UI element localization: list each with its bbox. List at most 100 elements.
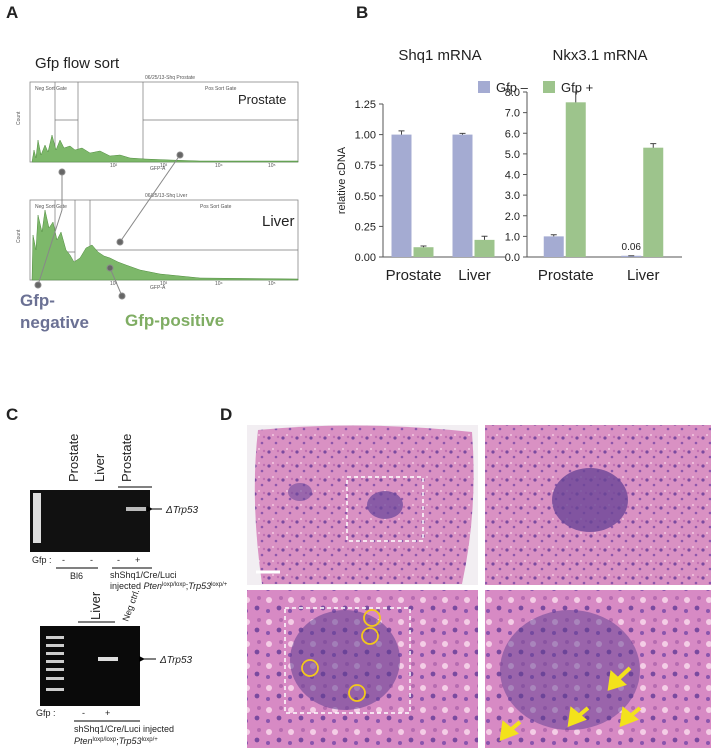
y-tick-label: 0.0 (505, 252, 520, 264)
gel-image (30, 490, 150, 552)
gfp-mark: - (62, 555, 65, 565)
error-bar (420, 245, 427, 248)
bar (413, 247, 434, 257)
ladder (46, 636, 64, 691)
group-label: Bl6 (70, 571, 83, 581)
zoom-box (346, 476, 424, 542)
band-label: ΔTrp53 (159, 655, 193, 666)
y-tick-label: 6.0 (505, 128, 520, 140)
y-tick-label: 0.50 (355, 191, 376, 203)
legend-swatch (478, 81, 490, 93)
error-bar (550, 234, 557, 237)
y-tick-label: 1.0 (505, 231, 520, 243)
bar (474, 239, 495, 257)
error-bar (398, 130, 405, 135)
y-tick-label: 7.0 (505, 108, 520, 120)
y-tick-label: 0.25 (355, 221, 376, 233)
value-label: 0.06 (622, 242, 642, 253)
y-tick-label: 1.00 (355, 130, 376, 142)
axis-label: GFP-A (150, 166, 166, 172)
charts: Shq1 mRNA relative cDNA 0.00 0.25 0.50 0.75 1.… (336, 47, 682, 284)
flow-title: Gfp flow sort (35, 55, 120, 72)
group-label: shShq1/Cre/Luci injected (74, 724, 174, 734)
legend-label: Gfp + (561, 80, 593, 95)
error-bar (650, 143, 657, 148)
gfp-negative-label: negative (20, 313, 89, 332)
axis-label: GFP-A (150, 285, 166, 291)
x-tick-label: Prostate (538, 267, 594, 284)
gfp-mark: - (117, 555, 120, 565)
tissue (254, 425, 474, 584)
axis-label: Count (16, 229, 22, 243)
panel-label: D (220, 405, 232, 424)
gfp-label: Gfp : (36, 708, 56, 718)
arrows (499, 666, 642, 742)
lane-label: Prostate (119, 434, 134, 482)
gel-panel: Prostate Liver Prostate ΔTrp53 Gfp : - -… (30, 434, 228, 746)
gfp-mark: - (90, 555, 93, 565)
sample-label: Liver (262, 213, 295, 230)
gel-image (40, 626, 140, 706)
panel-label: B (356, 3, 368, 22)
panel-label: C (6, 405, 18, 424)
bar (643, 147, 664, 257)
band-label: ΔTrp53 (165, 505, 199, 516)
lesion (367, 491, 403, 519)
legend-swatch (543, 81, 555, 93)
chart-title: Nkx3.1 mRNA (552, 47, 647, 64)
histogram (31, 134, 299, 163)
flow-panel: Gfp flow sort 06/25/13-Shq Prostate Neg … (16, 55, 299, 332)
gfp-mark: + (105, 708, 110, 718)
panel-label: A (6, 3, 18, 22)
connectors (34, 151, 184, 300)
x-tick-label: 10³ (160, 163, 168, 169)
gfp-mark: - (82, 708, 85, 718)
x-tick-label: 10² (110, 163, 118, 169)
axis-label: Count (16, 111, 22, 125)
lesion (500, 610, 640, 730)
bar (391, 134, 412, 257)
sample-label: Prostate (238, 92, 286, 107)
y-axis-label: relative cDNA (336, 146, 348, 214)
lane-label: Neg ctrl. (120, 588, 141, 623)
lane-label: Liver (92, 453, 107, 482)
legend-label: Gfp – (496, 80, 529, 95)
y-tick-label: 2.0 (505, 211, 520, 223)
histology-panel (247, 425, 711, 748)
bar (621, 255, 642, 257)
y-tick-label: 1.25 (355, 99, 376, 111)
gate-label: Pos Sort Gate (205, 86, 237, 92)
gate-label: Pos Sort Gate (200, 204, 232, 210)
lesion (552, 468, 628, 532)
gfp-mark: + (135, 555, 140, 565)
error-bar (481, 235, 488, 240)
y-tick-label: 4.0 (505, 170, 520, 182)
band (126, 507, 146, 511)
x-tick-label: 10³ (160, 281, 168, 287)
x-tick-label: 10² (110, 281, 118, 287)
plot-header: 06/25/13-Shq Prostate (145, 75, 195, 81)
y-tick-label: 8.0 (505, 87, 520, 99)
lane-label: Liver (88, 591, 103, 620)
lane-label: Prostate (66, 434, 81, 482)
y-tick-label: 0.00 (355, 252, 376, 264)
cell-circles (301, 609, 381, 702)
bar (565, 102, 586, 257)
y-tick-label: 5.0 (505, 149, 520, 161)
chart-title: Shq1 mRNA (398, 47, 481, 64)
bar (543, 236, 564, 257)
lesion (290, 610, 400, 710)
x-tick-label: Liver (458, 267, 491, 284)
gfp-negative-label: Gfp- (20, 291, 55, 310)
error-bar (459, 132, 466, 135)
zoom-box (284, 607, 411, 714)
histogram (31, 209, 299, 281)
error-bar (572, 91, 579, 103)
ladder (33, 493, 41, 543)
group-label: Ptenloxp/loxp;Trp53loxp/+ (74, 736, 158, 746)
group-label: shShq1/Cre/Luci (110, 570, 177, 580)
x-tick-label: 10⁴ (215, 281, 223, 287)
x-tick-label: 10⁵ (268, 281, 276, 287)
lesion (288, 483, 312, 501)
